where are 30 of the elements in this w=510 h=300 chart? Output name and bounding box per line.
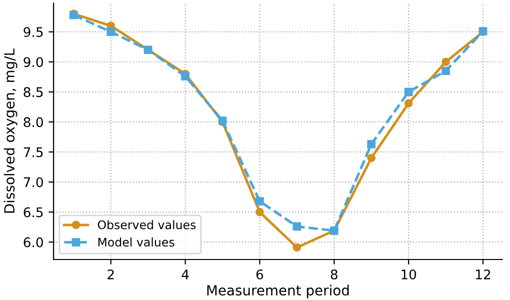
point bbox=[292, 222, 302, 231]
point bbox=[256, 197, 264, 206]
point bbox=[442, 66, 450, 76]
y-tick-label: 9.0 bbox=[24, 57, 43, 68]
y-tick-label: 7.5 bbox=[24, 147, 43, 158]
point bbox=[106, 28, 116, 36]
x-tick-label: 6 bbox=[256, 269, 264, 280]
x-tick-label: 2 bbox=[108, 269, 114, 280]
y-tick-label: 8.0 bbox=[24, 117, 43, 128]
point bbox=[367, 140, 376, 148]
x-tick-label: 10 bbox=[402, 269, 416, 280]
point bbox=[404, 88, 413, 96]
legend-label: Observed values bbox=[98, 220, 196, 230]
x-axis-title: Measurement period bbox=[207, 284, 349, 298]
x-tick-label: 4 bbox=[182, 270, 189, 280]
point bbox=[404, 99, 413, 108]
point bbox=[367, 154, 376, 162]
y-tick-label: 8.5 bbox=[24, 87, 43, 98]
legend-label: Model values bbox=[98, 237, 174, 247]
point bbox=[292, 243, 302, 252]
y-axis-title: Dissolved oxygen, mg/L bbox=[4, 48, 18, 213]
point bbox=[181, 72, 190, 80]
y-tick-label: 6.0 bbox=[24, 237, 43, 248]
point bbox=[256, 208, 264, 216]
y-tick-label: 9.5 bbox=[24, 27, 43, 38]
x-tick-label: 8 bbox=[330, 269, 338, 280]
y-tick-label: 6.5 bbox=[24, 207, 43, 218]
y-tick-label: 7.0 bbox=[24, 177, 43, 188]
x-tick-label: 12 bbox=[476, 269, 490, 280]
point bbox=[442, 58, 450, 66]
